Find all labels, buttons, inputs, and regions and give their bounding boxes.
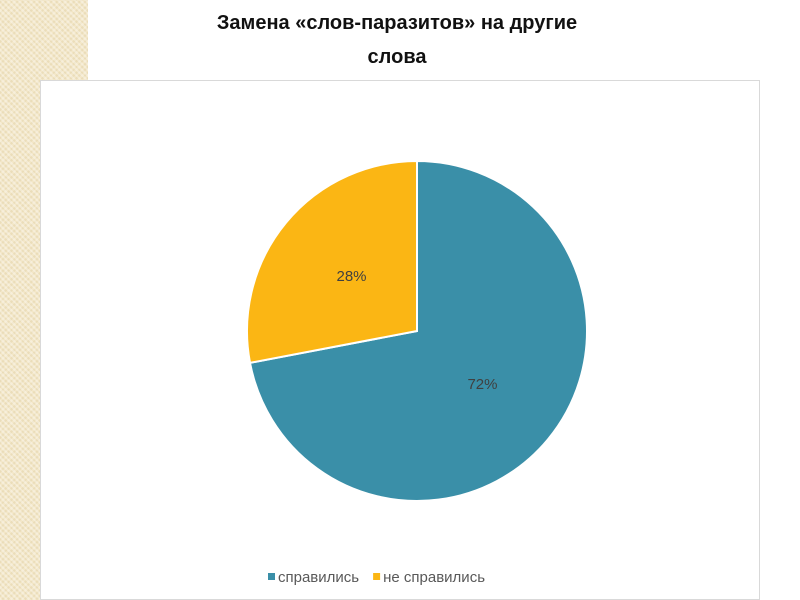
data-label: 28%: [336, 268, 366, 285]
pie-slice: [246, 159, 418, 365]
data-label: 72%: [467, 376, 497, 393]
pie-slice: [248, 159, 588, 502]
legend-marker: [373, 573, 381, 580]
chart-title: Замена «слов-паразитов» на другие слова: [216, 12, 578, 68]
legend-marker: [268, 573, 275, 580]
legend-label: справились: [278, 569, 359, 586]
legend-label: не справились: [383, 569, 485, 586]
